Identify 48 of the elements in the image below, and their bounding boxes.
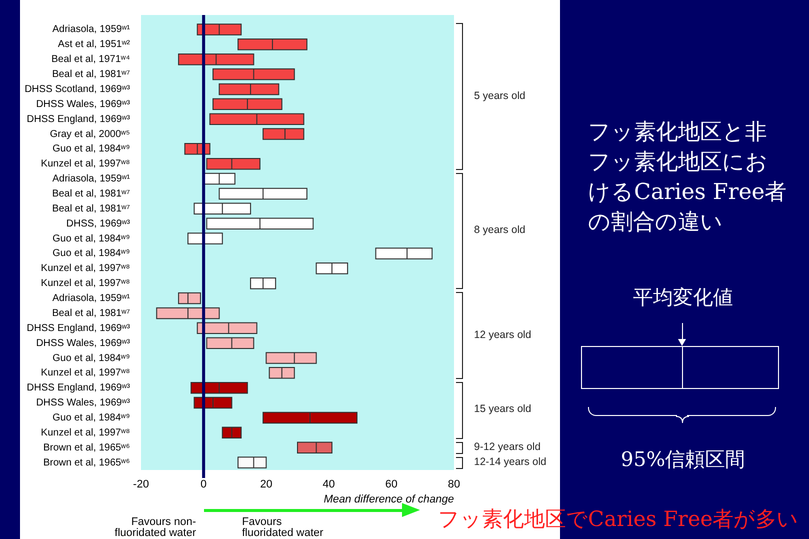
y-tick-label: Kunzel et al, 1997ʷ⁸	[40, 368, 130, 379]
y-tick-label: Guo et al, 1984ʷ⁹	[52, 233, 130, 244]
text: Favours non-fluoridated water	[114, 516, 196, 539]
y-tick-label: Ast et al, 1951ʷ²	[58, 39, 131, 50]
y-tick-label: Kunzel et al, 1997ʷ⁸	[40, 158, 130, 170]
x-tick-label: 20	[260, 478, 272, 491]
x-tick-label: 0	[200, 478, 207, 491]
x-tick-label: 60	[385, 478, 398, 491]
x-tick-label: 40	[322, 478, 335, 491]
text: 12 years old	[474, 328, 532, 341]
y-tick-label: Adriasola, 1959ʷ¹	[52, 24, 131, 36]
y-tick-label: Brown et al, 1965ʷ⁶	[43, 457, 130, 468]
text: 5 years old	[474, 90, 526, 102]
y-tick-label: Kunzel et al, 1997ʷ⁸	[40, 427, 130, 438]
y-tick-label: DHSS England, 1969ʷ³	[26, 322, 131, 334]
y-tick-label: Guo et al, 1984ʷ⁹	[52, 144, 130, 155]
y-tick-label: Kunzel et al, 1997ʷ⁸	[40, 263, 130, 274]
y-tick-label: DHSS Wales, 1969ʷ³	[36, 98, 131, 110]
text: 9-12 years old	[474, 440, 541, 453]
text: 95%信頼区間	[620, 446, 746, 473]
y-tick-label: DHSS Scotland, 1969ʷ³	[24, 84, 131, 95]
x-tick-label: 80	[448, 478, 460, 491]
y-tick-label: Beal et al, 1981ʷ⁷	[52, 308, 130, 319]
y-tick-label: Gray et al, 2000ʷ⁵	[50, 128, 130, 140]
text: Favours fluoridated water	[242, 516, 324, 539]
y-tick-label: Guo et al, 1984ʷ⁹	[52, 412, 130, 424]
x-tick-label: -20	[133, 478, 149, 491]
y-tick-label: DHSS Wales, 1969ʷ³	[36, 398, 131, 409]
y-tick-label: DHSS England, 1969ʷ³	[26, 114, 131, 125]
x-axis-title: Mean difference of change	[324, 493, 454, 506]
text: 15 years old	[474, 403, 532, 416]
y-tick-label: Guo et al, 1984ʷ⁹	[52, 248, 130, 260]
y-tick-label: Brown et al, 1965ʷ⁶	[43, 442, 130, 454]
y-tick-label: Beal et al, 1981ʷ⁷	[52, 188, 130, 200]
y-tick-label: DHSS Wales, 1969ʷ³	[36, 338, 131, 349]
y-tick-label: Beal et al, 1981ʷ⁷	[52, 69, 130, 80]
y-tick-label: DHSS England, 1969ʷ³	[26, 382, 131, 394]
y-tick-label: Kunzel et al, 1997ʷ⁸	[40, 278, 130, 290]
y-tick-label: Beal et al, 1981ʷ⁷	[52, 203, 130, 214]
text: 8 years old	[474, 224, 526, 236]
y-tick-label: Adriasola, 1959ʷ¹	[52, 174, 131, 185]
text: 12-14 years old	[474, 456, 546, 468]
text: 平均変化値	[632, 286, 734, 311]
y-tick-label: Beal et al, 1971ʷ⁴	[51, 54, 130, 66]
y-tick-label: Adriasola, 1959ʷ¹	[52, 293, 131, 304]
text: フッ素化地区と非フッ素化地区におけるCaries Free者の割合の違い	[588, 119, 788, 237]
y-tick-label: Guo et al, 1984ʷ⁹	[52, 352, 130, 364]
y-tick-label: DHSS, 1969ʷ³	[66, 218, 131, 230]
